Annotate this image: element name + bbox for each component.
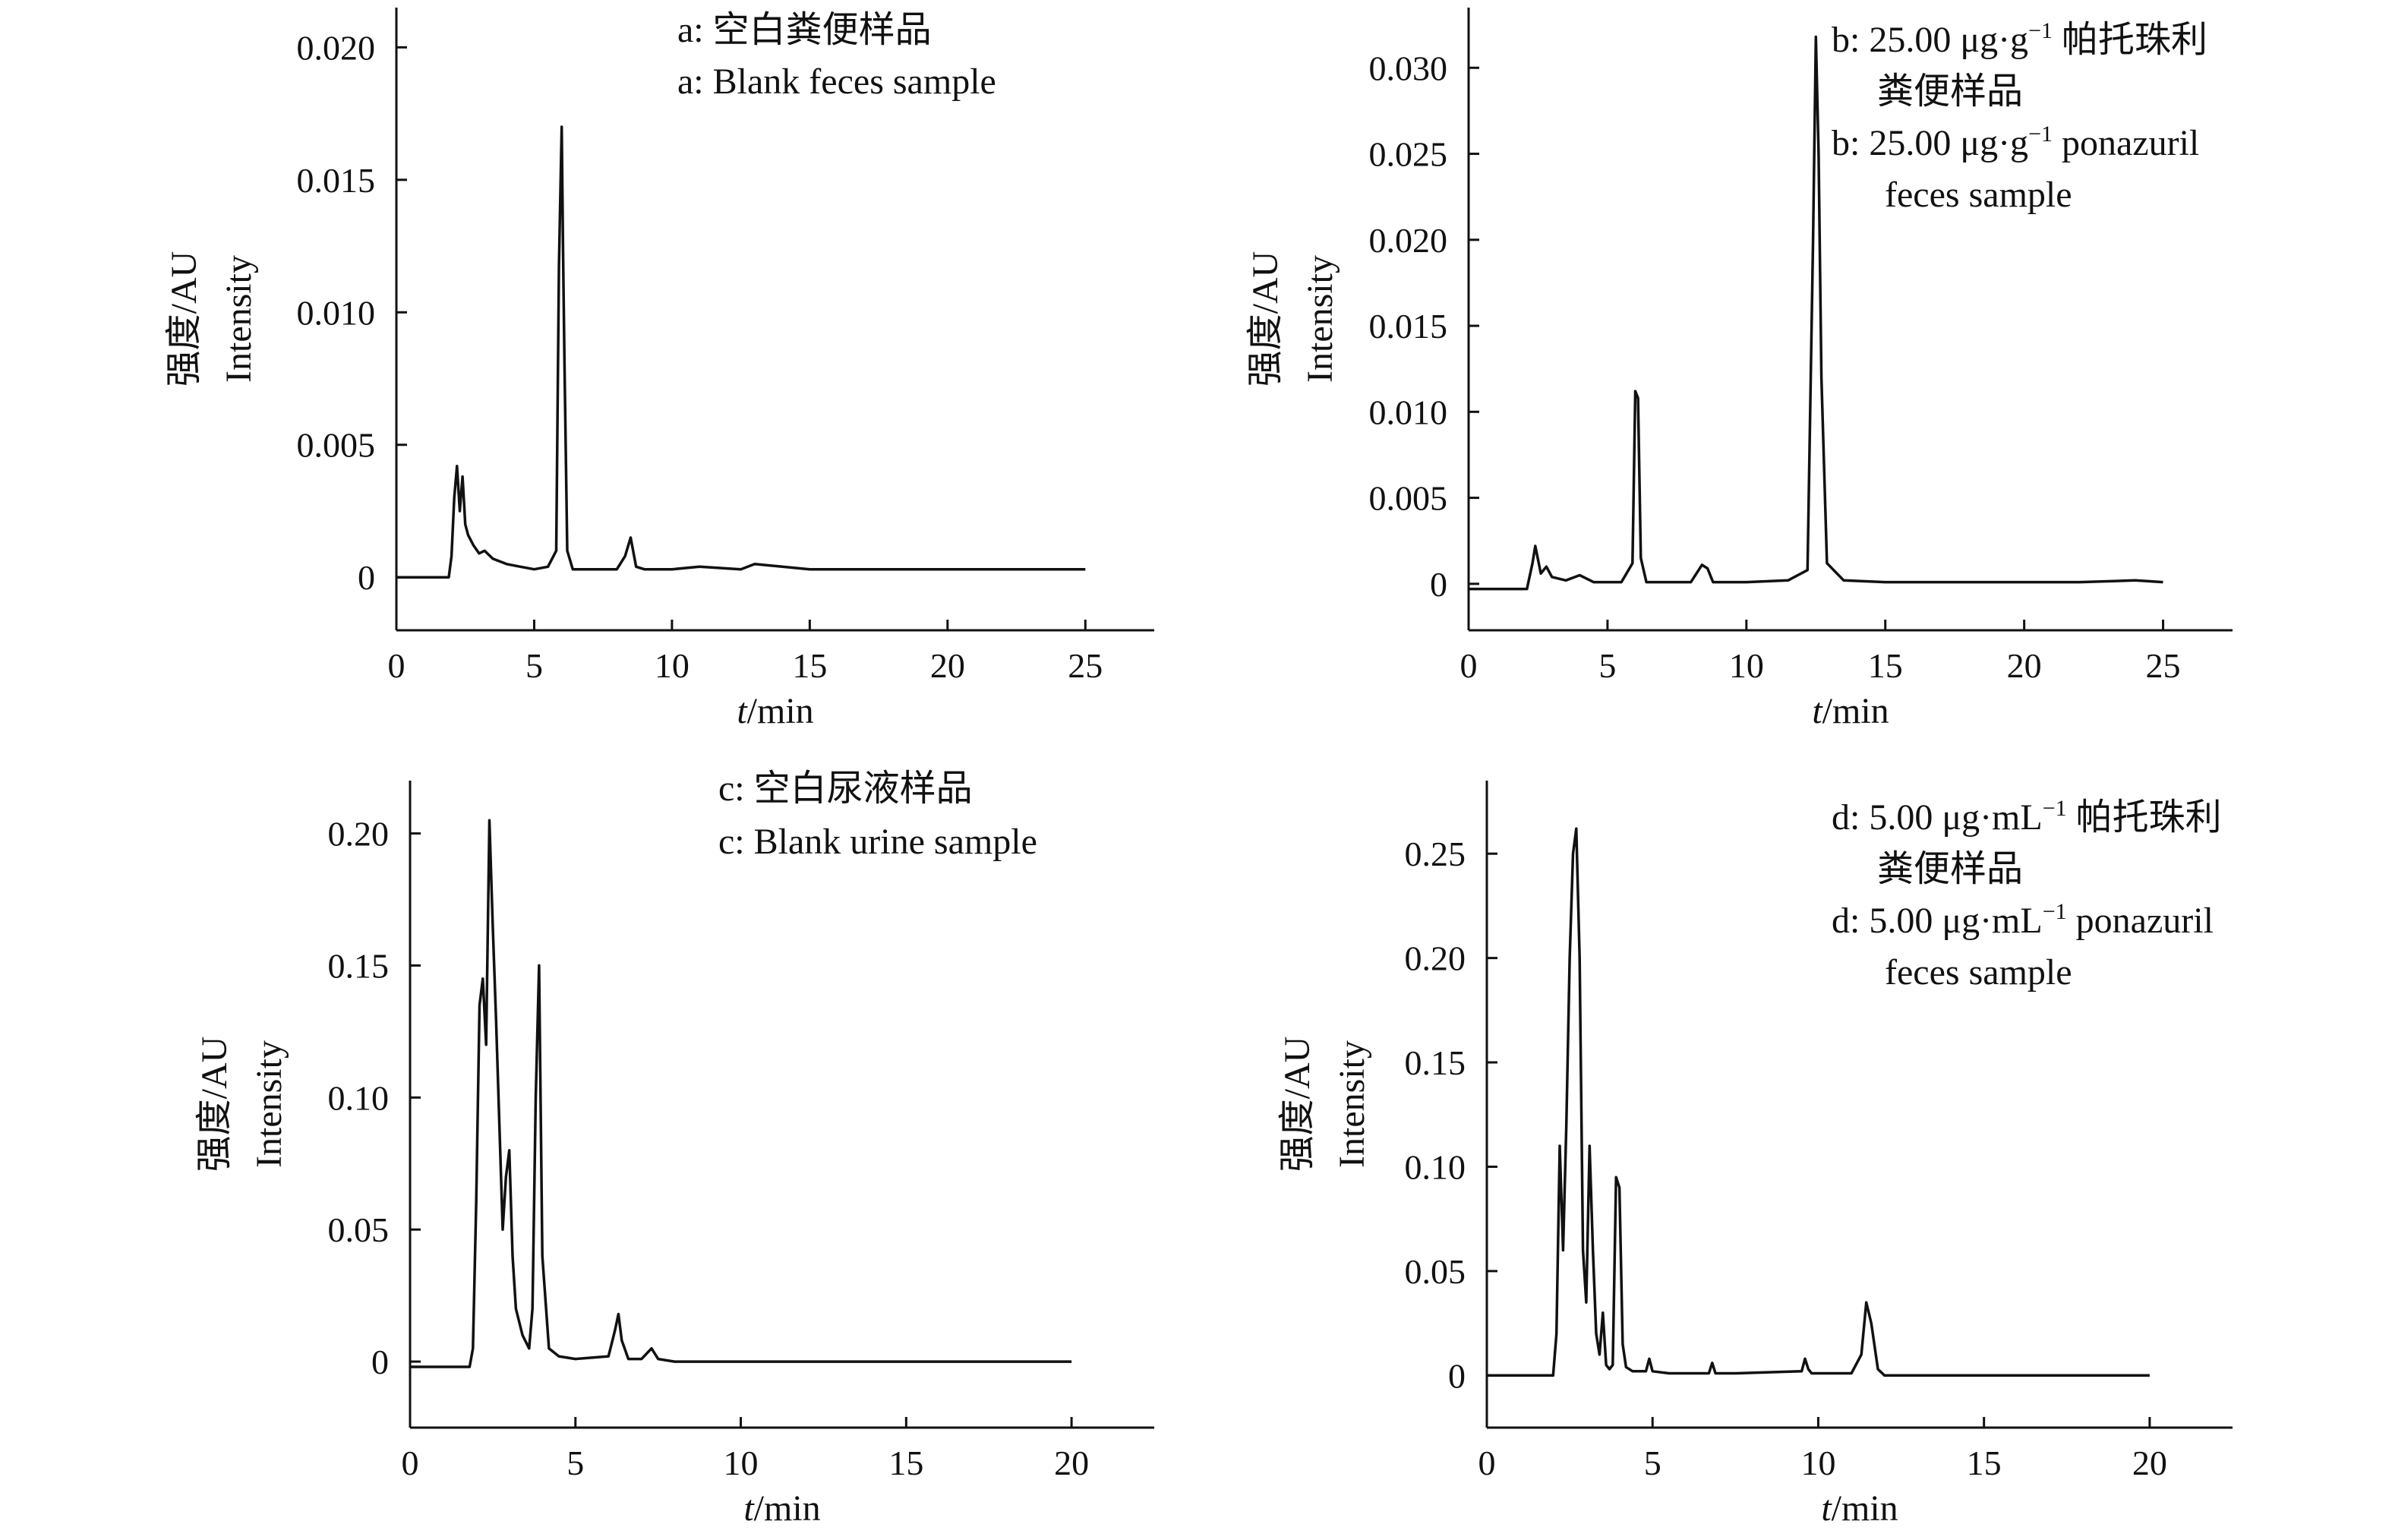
legend-entry: feces sample	[1885, 952, 2072, 992]
x-tick-label: 15	[1967, 1444, 2002, 1482]
legend-entry: b: 25.00 μg·g−1 帕托珠利	[1832, 18, 2207, 60]
y-tick-label: 0.20	[1405, 939, 1466, 978]
x-tick-label: 10	[1729, 646, 1764, 685]
x-tick-label: 5	[1598, 646, 1616, 685]
y-axis-title: 强度/AU	[164, 251, 204, 387]
x-tick-label: 0	[1460, 646, 1478, 685]
x-tick-label: 10	[655, 646, 690, 685]
y-tick-label: 0	[1448, 1356, 1466, 1395]
y-tick-label: 0.10	[1405, 1147, 1466, 1186]
x-tick-label: 10	[1800, 1444, 1835, 1482]
chromatogram-trace	[410, 819, 1072, 1368]
y-tick-label: 0.005	[297, 426, 376, 465]
panel-c: 0 5 10 15 20 0 0.05 0.10 0.15 0.20 t/min 强度/AU Inten…	[194, 768, 1154, 1529]
y-tick-label: 0.25	[1405, 835, 1466, 873]
y-tick-label: 0.020	[1369, 221, 1448, 260]
y-axis-title: Intensity	[249, 1040, 289, 1168]
y-tick-label: 0.15	[1405, 1043, 1466, 1082]
legend-entry: c: 空白尿液样品	[718, 768, 973, 809]
y-tick-label: 0.025	[1369, 135, 1448, 174]
y-tick-label: 0.10	[328, 1078, 390, 1117]
y-tick-label: 0.05	[328, 1210, 390, 1249]
x-tick-label: 0	[402, 1444, 419, 1482]
y-tick-label: 0.010	[1369, 393, 1448, 431]
y-axis-title: 强度/AU	[1277, 1037, 1317, 1172]
y-axis-title: 强度/AU	[194, 1037, 235, 1172]
x-tick-label: 20	[930, 646, 965, 685]
chromatogram-trace	[1487, 827, 2150, 1377]
y-tick-label: 0.20	[328, 815, 390, 854]
y-tick-label: 0.030	[1369, 49, 1448, 87]
x-tick-label: 20	[2132, 1444, 2167, 1482]
panel-a: 0 5 10 15 20 25 0 0.005 0.010 0.015 0.020 t/min 强度/A…	[164, 8, 1154, 731]
x-tick-label: 5	[566, 1444, 584, 1482]
x-axis-title: t/min	[737, 691, 813, 731]
y-axis-title: Intensity	[1332, 1040, 1372, 1168]
chromatogram-trace	[396, 125, 1086, 579]
x-tick-label: 10	[724, 1444, 759, 1482]
x-tick-label: 0	[1478, 1444, 1496, 1482]
y-axis-title: 强度/AU	[1245, 251, 1286, 387]
x-tick-label: 15	[792, 646, 827, 685]
legend-entry: 粪便样品	[1877, 71, 2023, 112]
legend-entry: a: 空白粪便样品	[677, 10, 932, 50]
y-tick-label: 0.015	[297, 161, 376, 200]
y-tick-label: 0.015	[1369, 307, 1448, 346]
legend-entry: feces sample	[1885, 175, 2072, 215]
x-tick-label: 25	[1068, 646, 1103, 685]
y-tick-label: 0	[371, 1343, 389, 1381]
x-axis-title: t/min	[1821, 1488, 1898, 1529]
legend-entry: a: Blank feces sample	[677, 62, 996, 102]
legend-entry: b: 25.00 μg·g−1 ponazuril	[1832, 121, 2199, 163]
x-tick-label: 20	[2007, 646, 2042, 685]
x-tick-label: 0	[388, 646, 406, 685]
y-tick-label: 0	[358, 558, 375, 597]
legend-entry: d: 5.00 μg·mL−1 帕托珠利	[1832, 796, 2222, 838]
legend-entry: d: 5.00 μg·mL−1 ponazuril	[1832, 899, 2214, 941]
y-tick-label: 0.010	[297, 293, 376, 332]
y-axis-title: Intensity	[219, 255, 259, 383]
x-tick-label: 5	[1644, 1444, 1661, 1482]
x-tick-label: 15	[888, 1444, 923, 1482]
x-axis-title: t/min	[743, 1488, 820, 1529]
y-tick-label: 0.15	[328, 946, 390, 985]
x-tick-label: 15	[1868, 646, 1903, 685]
y-tick-label: 0.020	[297, 28, 376, 67]
x-tick-label: 5	[525, 646, 543, 685]
x-tick-label: 25	[2146, 646, 2181, 685]
chromatogram-trace	[1469, 35, 2163, 591]
y-axis-title: Intensity	[1300, 255, 1340, 383]
y-tick-label: 0.005	[1369, 479, 1448, 518]
panel-d: 0 5 10 15 20 0 0.05 0.10 0.15 0.20 0.25 t/min 强度/AU I…	[1277, 781, 2233, 1529]
panel-b: 0 5 10 15 20 25 0 0.005 0.010 0.015 0.020 0.025 0.03…	[1245, 8, 2233, 731]
y-tick-label: 0	[1430, 565, 1447, 604]
x-axis-title: t/min	[1812, 691, 1889, 731]
legend-entry: c: Blank urine sample	[718, 822, 1037, 862]
legend-entry: 粪便样品	[1877, 849, 2023, 889]
y-tick-label: 0.05	[1405, 1252, 1466, 1291]
x-tick-label: 20	[1054, 1444, 1089, 1482]
